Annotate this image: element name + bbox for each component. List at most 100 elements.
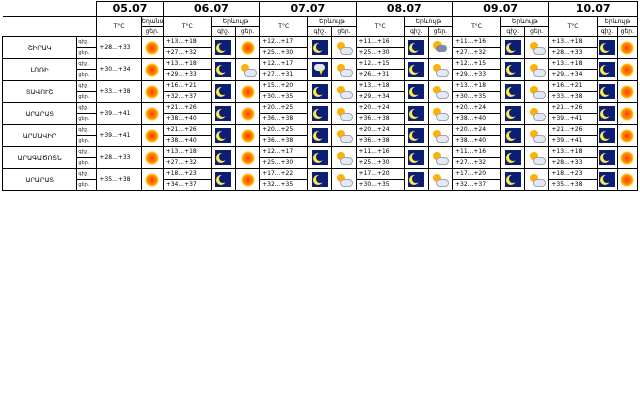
moon-icon bbox=[215, 172, 232, 187]
temp-day-4: +29...+34 bbox=[355, 91, 405, 103]
weather-day-2 bbox=[234, 58, 261, 81]
weather-day-3 bbox=[331, 102, 357, 125]
forecast-table: 05.07 06.07 07.07 08.07 09.07 10.07 T°C … bbox=[1, 1, 639, 191]
moon-icon bbox=[504, 40, 521, 55]
weather-night-3 bbox=[307, 58, 333, 81]
moon-icon bbox=[215, 84, 232, 99]
sun-icon bbox=[145, 84, 160, 99]
temp-night-2: +18...+23 bbox=[162, 168, 212, 180]
partly-cloudy-icon bbox=[432, 151, 450, 165]
moon-icon bbox=[599, 40, 616, 55]
night-label: գիշ. bbox=[76, 80, 98, 92]
temp-night-3: +20...+25 bbox=[259, 102, 309, 114]
weather-night-4 bbox=[403, 36, 429, 59]
sun-icon bbox=[620, 128, 635, 143]
weather-day-6 bbox=[616, 168, 639, 191]
table-row: ՏԱՎՈՒՇ գիշ. +33...+38 +16...+21 +15...+20 +13… bbox=[1, 80, 639, 103]
weather-1 bbox=[140, 58, 164, 81]
table-row: ԱՐԱՐԱՏ գիշ. +39...+41 +21...+26 +20...+25 +20… bbox=[1, 102, 639, 125]
region-name: ՇԻՐԱԿ bbox=[1, 36, 78, 59]
temp-day-3: +30...+35 bbox=[259, 91, 309, 103]
weather-day-3 bbox=[331, 124, 357, 147]
temp-night-5: +13...+18 bbox=[451, 80, 502, 92]
day-label: ցեր. bbox=[76, 179, 98, 191]
date-header-1: 05.07 bbox=[96, 1, 164, 17]
weather-day-4 bbox=[427, 124, 453, 147]
temp-day-1: +30...+34 bbox=[96, 58, 142, 81]
weather-day-6 bbox=[616, 58, 639, 81]
sun-icon bbox=[145, 40, 160, 55]
weather-day-6 bbox=[616, 36, 639, 59]
weather-night-5 bbox=[500, 36, 526, 59]
temp-night-2: +16...+21 bbox=[162, 80, 212, 92]
weather-night-3 bbox=[307, 80, 333, 103]
weather-1 bbox=[140, 168, 164, 191]
temp-header-1: T°C bbox=[96, 16, 142, 37]
weather-night-4 bbox=[403, 102, 429, 125]
sun-icon bbox=[145, 106, 160, 121]
weather-night-6 bbox=[596, 124, 618, 147]
table-row: ցեր. +27...+32 +25...+30 +25...+30 +27...+32… bbox=[3, 157, 638, 169]
temp-day-1: +39...+41 bbox=[96, 102, 142, 125]
night-label: գիշ. bbox=[76, 124, 98, 136]
corner-cell bbox=[2, 1, 98, 17]
temp-header-2: T°C bbox=[162, 16, 212, 37]
table-row: ԼՈՌԻ գիշ. +30...+34 +13...+18 +12...+17 +12..… bbox=[1, 58, 639, 81]
date-header-3: 07.07 bbox=[259, 1, 357, 17]
temp-day-4: +36...+38 bbox=[355, 113, 405, 125]
partly-cloudy-icon bbox=[529, 129, 546, 143]
moon-icon bbox=[215, 40, 232, 55]
moon-icon bbox=[311, 40, 328, 55]
table-row: ցեր. +32...+37 +30...+35 +29...+34 +30...+35… bbox=[3, 91, 638, 103]
weather-day-6 bbox=[616, 124, 639, 147]
temp-night-4: +20...+24 bbox=[355, 102, 405, 114]
weather-night-6 bbox=[596, 168, 618, 191]
temp-night-6: +18...+23 bbox=[548, 168, 598, 180]
weather-day-4 bbox=[427, 80, 453, 103]
partly-cloudy-icon bbox=[529, 85, 546, 99]
weather-night-4 bbox=[403, 58, 429, 81]
weather-night-5 bbox=[500, 124, 526, 147]
temp-day-6: +39...+41 bbox=[548, 113, 598, 125]
temp-day-6: +28...+33 bbox=[548, 157, 598, 169]
weather-night-3 bbox=[307, 102, 333, 125]
weather-day-2 bbox=[234, 146, 261, 169]
sun-icon bbox=[145, 128, 160, 143]
weather-day-3 bbox=[331, 168, 357, 191]
day-label: ցեր. bbox=[76, 157, 98, 169]
partly-cloudy-icon bbox=[336, 85, 353, 99]
table-row: ՇԻՐԱԿ գիշ. +28...+33 +13...+18 +12...+17 +11.… bbox=[1, 36, 639, 59]
moon-icon bbox=[408, 40, 425, 55]
temp-day-3: +32...+35 bbox=[259, 179, 309, 191]
moon-icon bbox=[408, 62, 425, 77]
temp-night-5: +20...+24 bbox=[451, 102, 502, 114]
date-header-6: 10.07 bbox=[548, 1, 638, 17]
moon-icon bbox=[599, 106, 616, 121]
weather-night-4 bbox=[403, 124, 429, 147]
day-header-5: ցեր. bbox=[524, 26, 550, 37]
temp-night-4: +11...+16 bbox=[355, 146, 405, 158]
table-row: ԱՐՄԱՎԻՐ գիշ. +39...+41 +21...+26 +20...+25 +2… bbox=[1, 124, 639, 147]
weather-day-5 bbox=[524, 124, 550, 147]
partly-cloudy-icon bbox=[529, 107, 546, 121]
moon-icon bbox=[504, 62, 521, 77]
weather-day-6 bbox=[616, 80, 639, 103]
weather-day-4 bbox=[427, 146, 453, 169]
weather-day-2 bbox=[234, 80, 261, 103]
day-label: ցեր. bbox=[76, 69, 98, 81]
weather-night-2 bbox=[210, 124, 237, 147]
temp-day-5: +38...+40 bbox=[451, 135, 502, 147]
moon-icon bbox=[408, 150, 425, 165]
temp-night-6: +16...+21 bbox=[548, 80, 598, 92]
temp-day-4: +25...+30 bbox=[355, 157, 405, 169]
corner-cell-2 bbox=[2, 16, 98, 37]
day-header-3: ցեր. bbox=[331, 26, 357, 37]
temp-header-3: T°C bbox=[259, 16, 309, 37]
sun-icon bbox=[620, 84, 635, 99]
weather-night-6 bbox=[596, 58, 618, 81]
temp-day-5: +30...+35 bbox=[451, 91, 502, 103]
weather-day-4 bbox=[427, 102, 453, 125]
weather-night-6 bbox=[596, 36, 618, 59]
temp-day-6: +33...+38 bbox=[548, 91, 598, 103]
temp-day-4: +25...+30 bbox=[355, 47, 405, 59]
